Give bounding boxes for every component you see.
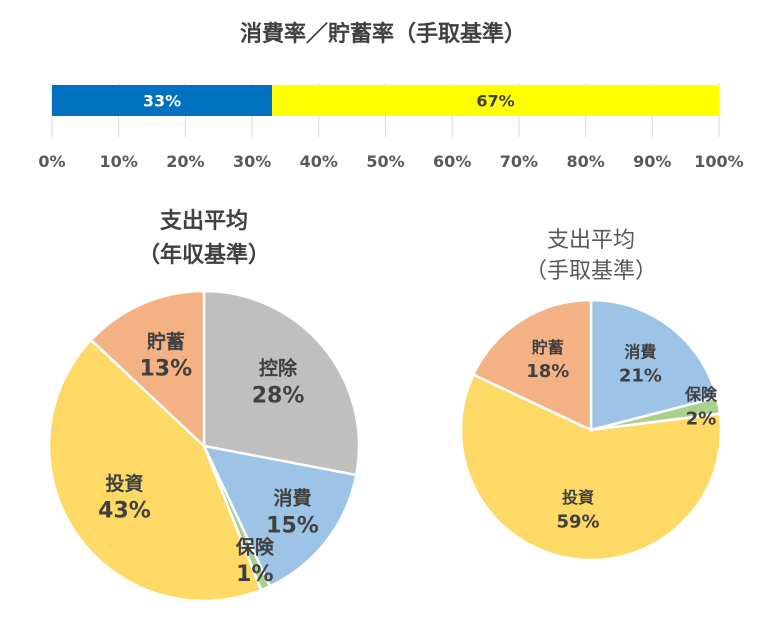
pie-slice-percent: 21% (619, 366, 662, 387)
bar-tick-label: 0% (38, 152, 65, 171)
pie-right-title-line1: 支出平均 (547, 228, 635, 253)
pie-slice (589, 298, 719, 432)
pie-slice-name: 投資 (106, 472, 144, 495)
stacked-bar-chart: 消費率／貯蓄率（手取基準） 33% 67% 0% 10% 20% 30% 40% 50% 60… (38, 21, 743, 171)
pie-slice-name: 消費 (273, 487, 311, 510)
pie-left-title-line2: （年収基準） (138, 242, 270, 268)
pie-slice-percent: 13% (139, 357, 192, 382)
pie-slice-percent: 2% (686, 408, 717, 429)
bar-tick-label: 70% (500, 152, 538, 171)
pie-left-labels: 控除 28% 消費 15%保険 1% 投資 43% 貯蓄 13% (98, 330, 319, 587)
bar-chart-title: 消費率／貯蓄率（手取基準） (240, 21, 526, 47)
bar-segment (272, 85, 719, 116)
bar-tick-label: 20% (166, 152, 204, 171)
bar-segment-label: 33% (143, 92, 181, 111)
pie-slice-percent: 18% (526, 361, 569, 382)
pie-slice (471, 298, 593, 432)
pie-slice-name: 投資 (562, 488, 594, 507)
pie-slice (202, 289, 361, 477)
bar-tick-label: 90% (633, 152, 671, 171)
pie-slice-name: 貯蓄 (532, 338, 564, 357)
pie-slice-percent: 59% (556, 511, 599, 532)
bar-tick-label: 10% (100, 152, 138, 171)
pie-slice-percent: 43% (98, 499, 151, 524)
pie-slice-name: 保険 (235, 535, 275, 558)
pie-slice-name: 控除 (259, 357, 298, 380)
bar-segment (52, 85, 273, 116)
pie-left-slices (47, 289, 361, 603)
pie-chart-take-home: 支出平均 （手取基準） 消費 21% 保険 2% 投資 59% 貯蓄 18% (459, 228, 723, 562)
pie-slice (89, 289, 206, 449)
pie-slice-percent: 15% (266, 513, 319, 538)
bar-tick-label: 40% (300, 152, 338, 171)
bar-tick-label: 60% (433, 152, 471, 171)
pie-slice (47, 338, 263, 603)
pie-slice-name: 貯蓄 (147, 330, 185, 353)
pie-slice-name: 保険 (684, 385, 718, 404)
pie-right-slices (459, 298, 723, 562)
pie-right-labels: 消費 21% 保険 2% 投資 59% 貯蓄 18% (526, 338, 718, 532)
pie-slice-percent: 1% (236, 562, 273, 587)
pie-slice (459, 372, 723, 562)
pie-slice-percent: 28% (252, 383, 305, 408)
bar-tick-label: 30% (233, 152, 271, 171)
bar-tick-labels: 0% 10% 20% 30% 40% 50% 60% 70% 80% 90% 100% (38, 152, 743, 171)
pie-slice (201, 444, 358, 588)
pie-left-title-line1: 支出平均 (160, 208, 248, 234)
pie-slice-name: 消費 (624, 342, 656, 361)
bar-tick-label: 100% (694, 152, 743, 171)
pie-chart-annual-income: 支出平均 （年収基準） 控除 28% 消費 15%保険 1% 投資 43% 貯蓄 13% (47, 208, 361, 603)
pie-right-title-line2: （手取基準） (525, 259, 657, 284)
bar-tick-label: 80% (566, 152, 604, 171)
bar-segments: 33% 67% (52, 85, 719, 116)
bar-tick-label: 50% (366, 152, 404, 171)
bar-segment-label: 67% (476, 92, 514, 111)
